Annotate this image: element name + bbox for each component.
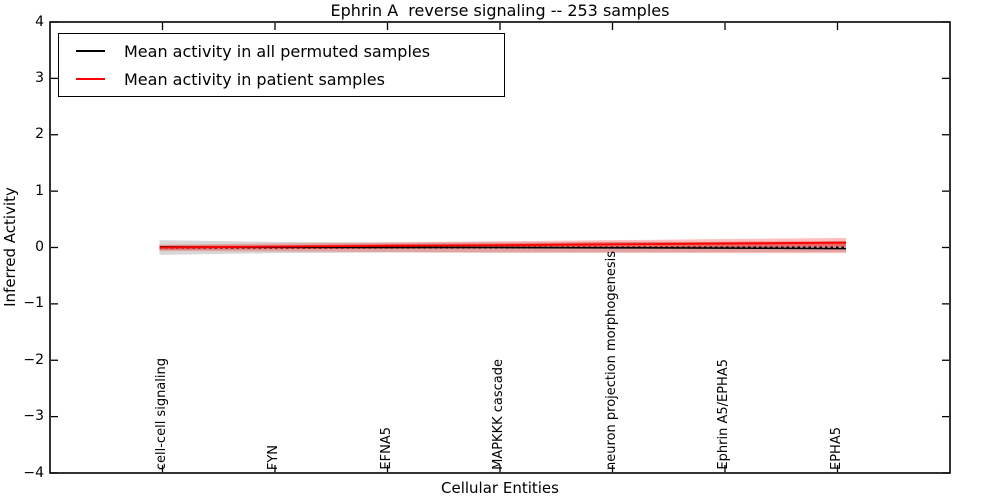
axes-spines <box>49 21 951 474</box>
x-tick-label: cell-cell signaling <box>153 357 169 470</box>
y-tick-label: −3 <box>23 408 44 425</box>
series-line <box>159 241 847 249</box>
y-tick-label: −2 <box>23 351 44 368</box>
y-tick-label: −4 <box>23 464 44 481</box>
y-tick-label: −1 <box>23 295 44 312</box>
legend-label-patient: Mean activity in patient samples <box>124 69 385 89</box>
chart-title: Ephrin A reverse signaling -- 253 sample… <box>330 1 670 20</box>
legend-line-black-icon <box>76 50 105 52</box>
legend-box: Mean activity in all permuted samples Me… <box>58 33 505 97</box>
legend-row-patient: Mean activity in patient samples <box>59 68 504 90</box>
y-tick-label: 1 <box>35 182 44 199</box>
x-tick-label: neuron projection morphogenesis <box>603 251 619 470</box>
x-tick-label: EPHA5 <box>828 427 844 470</box>
x-axis-label: Cellular Entities <box>441 479 559 497</box>
x-tick-label: EFNA5 <box>378 427 394 470</box>
y-tick-label: 2 <box>35 126 44 143</box>
x-tick-label: MAPKKK cascade <box>491 359 506 470</box>
legend-line-red-icon <box>76 78 105 80</box>
legend-row-permuted: Mean activity in all permuted samples <box>59 40 504 62</box>
y-tick-label: 4 <box>35 13 44 30</box>
y-tick-label: 3 <box>35 69 44 86</box>
x-tick-label: Ephrin A5/EPHA5 <box>716 359 731 470</box>
legend-label-permuted: Mean activity in all permuted samples <box>124 41 431 61</box>
x-tick-label: FYN <box>266 444 281 470</box>
y-tick-label: 0 <box>35 239 44 255</box>
